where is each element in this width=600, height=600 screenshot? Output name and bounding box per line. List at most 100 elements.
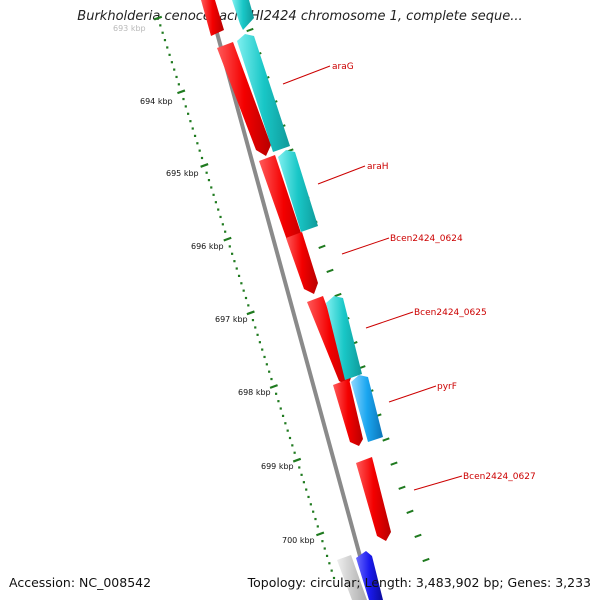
ruler-minor-tick (330, 569, 333, 572)
ruler-minor-tick (219, 215, 222, 219)
label-leader-line (317, 165, 366, 185)
ruler-label-694: 694 kbp (140, 97, 173, 106)
cds-forward-feature[interactable] (201, 0, 224, 36)
ruler-minor-tick (263, 355, 266, 359)
outer-track-tick (318, 244, 326, 249)
ruler-minor-tick (307, 495, 310, 499)
ruler-minor-tick (268, 370, 271, 373)
ruler-minor-tick (309, 503, 312, 506)
ruler-major-tick (177, 89, 186, 95)
ruler-minor-tick (254, 326, 257, 329)
ruler-minor-tick (302, 481, 305, 484)
gene-label-Bcen2424_0624[interactable]: Bcen2424_0624 (390, 234, 463, 244)
gene-label-Bcen2424_0627[interactable]: Bcen2424_0627 (463, 472, 536, 482)
cds-reverse-feature[interactable] (237, 34, 290, 152)
ruler-minor-tick (235, 267, 238, 270)
ruler-minor-tick (237, 274, 241, 277)
cds-forward-feature[interactable] (217, 42, 271, 156)
ruler-minor-tick (312, 510, 315, 513)
gene-label-Bcen2424_0625[interactable]: Bcen2424_0625 (414, 308, 487, 318)
outer-track-tick (334, 292, 342, 298)
ruler-minor-tick (173, 68, 176, 71)
cds-reverse-feature[interactable] (232, 0, 254, 30)
ruler-label-697: 697 kbp (215, 315, 248, 324)
ruler-minor-tick (277, 400, 280, 403)
cds-forward-feature[interactable] (286, 232, 318, 294)
ruler-minor-tick (233, 260, 236, 263)
ruler-label-695: 695 kbp (166, 169, 199, 178)
ruler-minor-tick (228, 245, 231, 248)
outer-track-tick (406, 509, 414, 514)
topology-summary-text: Topology: circular; Length: 3,483,902 bp… (247, 575, 591, 590)
ruler-minor-tick (161, 31, 164, 34)
ruler-label-693: 693 kbp (113, 24, 146, 33)
ruler-major-tick (269, 384, 278, 389)
label-leader-line (388, 385, 437, 403)
ruler-major-tick (153, 15, 163, 21)
ruler-minor-tick (281, 414, 285, 417)
cds-forward-feature[interactable] (356, 457, 391, 541)
ruler-minor-tick (205, 171, 208, 174)
ruler-minor-tick (187, 112, 190, 115)
cds-forward-feature[interactable] (307, 296, 352, 386)
ruler-minor-tick (256, 333, 259, 336)
ruler-minor-tick (191, 127, 194, 130)
other-feature[interactable] (337, 555, 367, 600)
ruler-minor-tick (316, 525, 319, 528)
ruler-minor-tick (242, 289, 245, 292)
outer-track-tick (422, 557, 430, 563)
label-leader-line (341, 237, 390, 255)
ruler-minor-tick (328, 562, 331, 565)
ruler-minor-tick (207, 179, 211, 182)
ruler-minor-tick (217, 208, 220, 211)
ruler-minor-tick (244, 296, 248, 300)
ruler-minor-tick (270, 377, 273, 381)
outer-track-tick (326, 268, 334, 274)
ruler-minor-tick (293, 451, 296, 454)
accession-text: Accession: NC_008542 (9, 575, 152, 590)
ruler-minor-tick (300, 473, 303, 476)
ruler-minor-tick (214, 201, 217, 204)
cds-reverse-feature[interactable] (326, 296, 362, 380)
ruler-minor-tick (314, 517, 317, 521)
ruler-minor-tick (170, 61, 173, 64)
ruler-minor-tick (166, 46, 169, 49)
ruler-minor-tick (261, 348, 264, 351)
ruler-minor-tick (210, 186, 213, 189)
ruler-minor-tick (168, 53, 171, 56)
outer-track-tick (414, 533, 422, 539)
other-forward-feature[interactable] (356, 551, 383, 600)
ruler-minor-tick (291, 444, 294, 447)
outer-track-tick (246, 27, 254, 33)
ruler-minor-tick (163, 39, 167, 42)
ruler-minor-tick (251, 319, 255, 322)
ruler-minor-tick (221, 223, 224, 226)
ruler-minor-tick (284, 422, 287, 425)
cds-reverse-feature[interactable] (278, 150, 318, 232)
ruler-minor-tick (224, 230, 227, 233)
ruler-minor-tick (279, 407, 282, 410)
gene-label-pyrF[interactable]: pyrF (437, 382, 457, 392)
ruler-major-tick (292, 457, 302, 463)
ruler-minor-tick (196, 142, 199, 145)
ruler-minor-tick (321, 540, 324, 543)
ruler-minor-tick (298, 466, 301, 469)
outer-track-tick (390, 461, 398, 466)
cds-reverse-feature-alt[interactable] (351, 375, 383, 442)
ruler-minor-tick (182, 97, 185, 101)
cds-forward-feature[interactable] (333, 379, 363, 446)
ruler-minor-tick (159, 24, 162, 27)
ruler-minor-tick (286, 429, 289, 432)
ruler-minor-tick (332, 576, 336, 580)
ruler-major-tick (223, 236, 232, 242)
gene-label-araG[interactable]: araG (332, 62, 354, 72)
ruler-minor-tick (265, 363, 268, 366)
ruler-major-tick (200, 163, 209, 168)
label-leader-line (365, 311, 414, 329)
map-title: Burkholderia cenocepacia HI2424 chromoso… (77, 9, 523, 24)
ruler-minor-tick (177, 83, 180, 86)
ruler-minor-tick (240, 282, 243, 285)
ruler-minor-tick (189, 120, 192, 123)
gene-label-araH[interactable]: araH (367, 162, 389, 172)
